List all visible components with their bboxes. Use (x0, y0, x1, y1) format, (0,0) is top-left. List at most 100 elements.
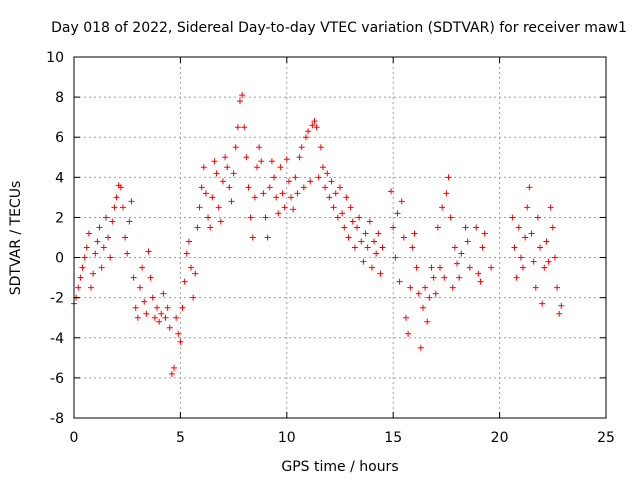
data-point (313, 124, 320, 131)
x-axis-label: GPS time / hours (281, 459, 398, 475)
data-point (160, 290, 167, 297)
data-point (224, 164, 231, 171)
data-point (236, 98, 243, 105)
data-point (211, 158, 218, 165)
data-point (354, 224, 361, 231)
data-point (390, 224, 397, 231)
data-point (432, 290, 439, 297)
data-point (462, 224, 469, 231)
data-point (554, 284, 561, 291)
data-point (477, 278, 484, 285)
data-point (394, 210, 401, 217)
data-point (94, 238, 101, 245)
data-point (341, 224, 348, 231)
data-point (147, 274, 154, 281)
data-point (371, 238, 378, 245)
x-tick-label: 15 (384, 430, 402, 446)
data-point (558, 302, 565, 309)
data-point (128, 198, 135, 205)
data-point (377, 270, 384, 277)
data-point (190, 294, 197, 301)
data-point (309, 122, 316, 129)
data-point (398, 198, 405, 205)
y-tick-label: -2 (50, 291, 64, 307)
data-point (151, 314, 158, 321)
data-point (522, 234, 529, 241)
data-point (273, 194, 280, 201)
data-point (411, 230, 418, 237)
data-point (179, 304, 186, 311)
data-point (364, 244, 371, 251)
data-point (219, 178, 226, 185)
data-point (534, 214, 541, 221)
data-point (388, 188, 395, 195)
data-point (351, 244, 358, 251)
data-point (105, 234, 112, 241)
data-point (226, 184, 233, 191)
data-point (458, 250, 465, 257)
data-point (149, 294, 156, 301)
data-point (141, 298, 148, 305)
data-point (315, 174, 322, 181)
y-tick-label: -4 (50, 331, 64, 347)
x-tick-label: 10 (278, 430, 296, 446)
data-point (368, 264, 375, 271)
data-point (302, 134, 309, 141)
data-point (319, 164, 326, 171)
data-point (143, 310, 150, 317)
data-point (158, 310, 165, 317)
data-point (451, 244, 458, 251)
data-point (434, 224, 441, 231)
data-point (515, 224, 522, 231)
data-point (513, 274, 520, 281)
data-points (71, 92, 565, 377)
data-point (175, 330, 182, 337)
data-point (473, 224, 480, 231)
data-point (81, 254, 88, 261)
y-tick-label: 4 (55, 170, 64, 186)
data-point (92, 250, 99, 257)
data-point (181, 278, 188, 285)
data-point (173, 314, 180, 321)
data-point (247, 214, 254, 221)
data-point (275, 210, 282, 217)
data-point (268, 158, 275, 165)
data-point (156, 318, 163, 325)
data-point (551, 254, 558, 261)
data-point (262, 214, 269, 221)
data-point (245, 184, 252, 191)
data-point (479, 244, 486, 251)
y-tick-label: 0 (55, 251, 64, 267)
data-point (347, 204, 354, 211)
data-point (168, 370, 175, 377)
data-point (117, 184, 124, 191)
data-point (556, 310, 563, 317)
y-tick-label: 10 (46, 50, 64, 66)
data-point (124, 250, 131, 257)
data-point (239, 92, 246, 99)
data-point (532, 284, 539, 291)
data-point (83, 244, 90, 251)
data-point (528, 230, 535, 237)
x-tick-label: 0 (70, 430, 79, 446)
data-point (419, 304, 426, 311)
data-point (111, 204, 118, 211)
data-point (454, 260, 461, 267)
data-point (356, 214, 363, 221)
data-point (271, 174, 278, 181)
data-point (298, 144, 305, 151)
data-point (230, 170, 237, 177)
data-point (373, 250, 380, 257)
y-tick-label: -6 (50, 371, 64, 387)
data-point (232, 144, 239, 151)
data-point (317, 144, 324, 151)
data-point (213, 170, 220, 177)
data-point (375, 230, 382, 237)
data-point (177, 338, 184, 345)
data-point (307, 178, 314, 185)
data-point (424, 318, 431, 325)
data-point (249, 234, 256, 241)
data-point (196, 204, 203, 211)
data-point (119, 204, 126, 211)
y-tick-label: -8 (50, 411, 64, 427)
